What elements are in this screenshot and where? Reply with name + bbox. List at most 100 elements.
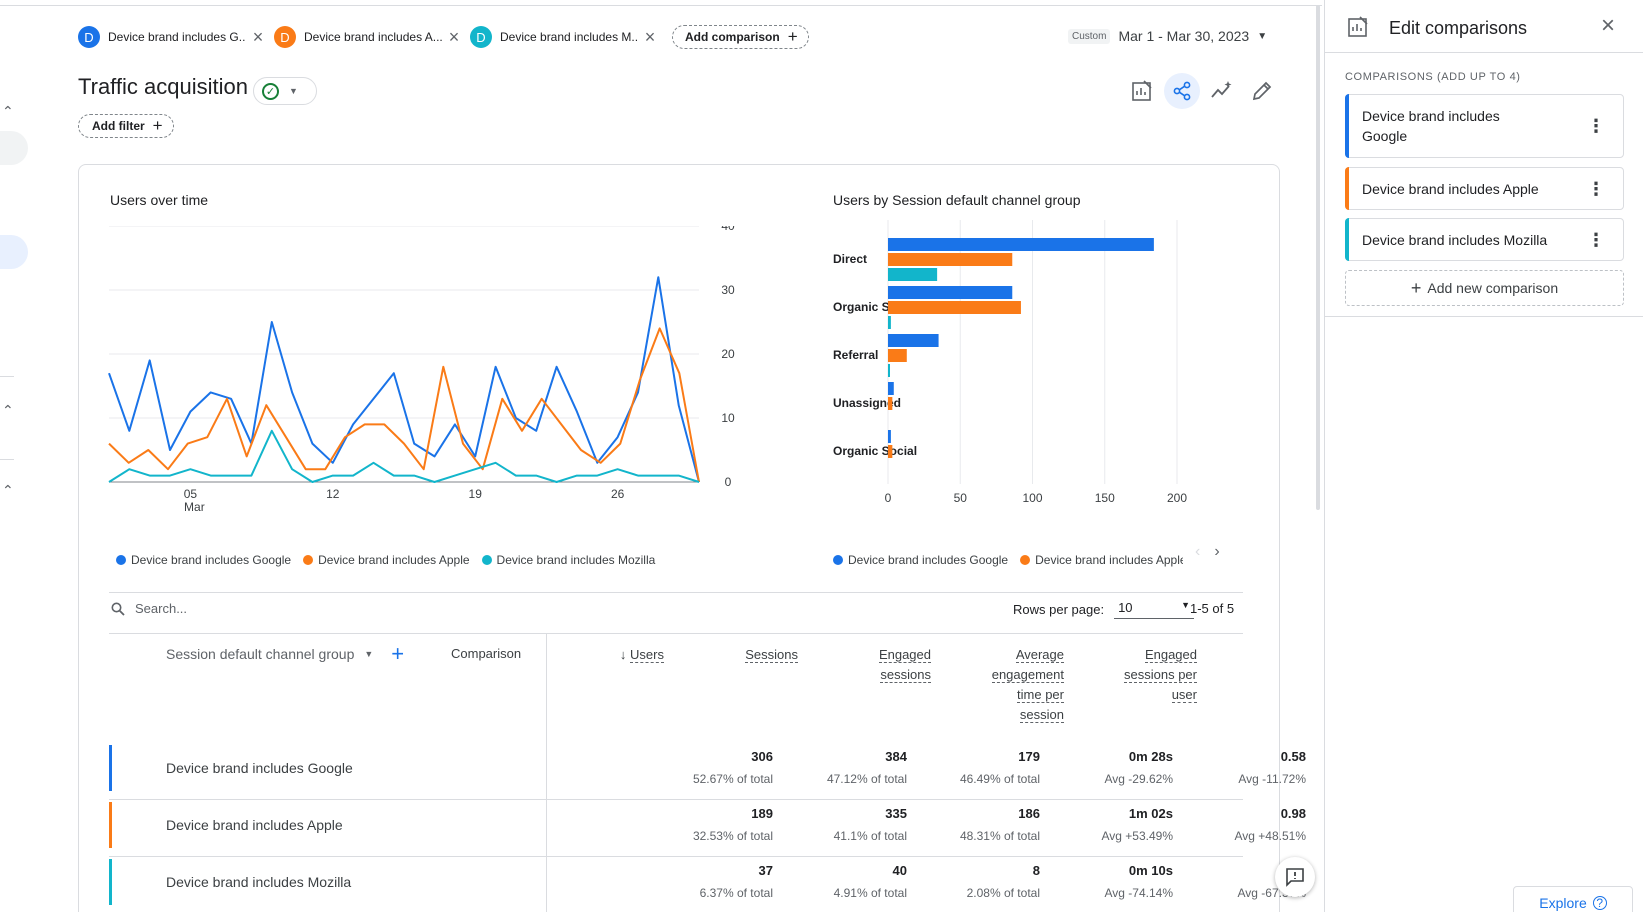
rows-per-page-select[interactable]: 10 ▼	[1114, 600, 1195, 619]
comparison-card-google[interactable]: Device brand includes Google ⋮	[1345, 94, 1624, 158]
panel-header: Edit comparisons ×	[1325, 0, 1643, 53]
table-search[interactable]: Search...	[111, 601, 187, 616]
x-tick-label: 12	[326, 487, 340, 501]
table-divider	[109, 592, 1243, 593]
legend-item-apple[interactable]: Device brand includes Apple	[303, 553, 470, 567]
search-icon	[111, 602, 125, 616]
add-dimension-icon[interactable]: +	[391, 641, 405, 666]
cell-value: 1m 02s	[1128, 806, 1173, 821]
customize-report-button[interactable]	[1124, 73, 1160, 109]
col-header-engaged-sessions[interactable]: Engaged sessions	[878, 645, 931, 685]
close-icon[interactable]: ×	[644, 27, 656, 47]
cell-sessions: 40 4.91% of total	[834, 863, 907, 900]
add-new-comparison-button[interactable]: + Add new comparison	[1345, 270, 1624, 306]
y-tick-label: 10	[721, 411, 735, 425]
row-color-bar	[109, 745, 112, 791]
help-icon: ?	[1592, 896, 1607, 910]
add-comparison-button[interactable]: Add comparison +	[672, 25, 809, 49]
col-header-engaged-per-user[interactable]: Engaged sessions per user	[1124, 645, 1197, 705]
bar-direct-2	[888, 268, 938, 281]
legend-item-google[interactable]: Device brand includes Google	[833, 553, 1008, 567]
legend-item-mozilla[interactable]: Device brand includes Mozilla	[481, 553, 655, 567]
col-header-line: sessions per	[1124, 667, 1197, 683]
rows-per-page: Rows per page: 10 ▼	[1013, 600, 1195, 619]
nav-item-selected[interactable]	[0, 235, 28, 269]
y-tick-label: 20	[721, 347, 735, 361]
chevron-right-icon[interactable]: ›	[1214, 543, 1220, 560]
more-vert-icon[interactable]: ⋮	[1587, 178, 1605, 199]
cell-value: 179	[1018, 749, 1040, 764]
comparison-chip-apple[interactable]: D Device brand includes A... ×	[274, 24, 462, 50]
cell-value: 0.98	[1280, 806, 1306, 821]
cell-value: 189	[751, 806, 773, 821]
cell-sub: Avg +48.51%	[1234, 829, 1306, 843]
panel-divider	[1325, 316, 1643, 317]
cell-value: 40	[892, 863, 907, 878]
more-vert-icon[interactable]: ⋮	[1587, 229, 1605, 250]
date-range-text: Mar 1 - Mar 30, 2023	[1118, 28, 1250, 44]
search-placeholder: Search...	[135, 601, 188, 616]
comparison-card-mozilla[interactable]: Device brand includes Mozilla ⋮	[1345, 218, 1624, 261]
legend-dot	[481, 555, 492, 565]
chevron-up-icon[interactable]: ⌃	[2, 103, 14, 119]
edit-button[interactable]	[1244, 73, 1280, 109]
page-scrollbar[interactable]	[1316, 5, 1320, 510]
bar-unassigned-1	[888, 397, 893, 410]
add-filter-button[interactable]: Add filter +	[78, 114, 174, 138]
more-vert-icon[interactable]: ⋮	[1587, 116, 1605, 136]
cell-sub: Avg -11.72%	[1238, 772, 1306, 786]
close-icon[interactable]: ×	[1601, 12, 1616, 39]
chip-avatar: D	[470, 26, 492, 48]
explore-button[interactable]: Explore ?	[1513, 886, 1633, 912]
data-quality-button[interactable]: ✓ ▼	[253, 77, 317, 105]
caret-down-icon: ▼	[1181, 600, 1191, 610]
sort-arrow-down-icon: ↓	[619, 647, 627, 662]
close-icon[interactable]: ×	[448, 27, 460, 47]
table-row: Device brand includes Google 306 52.67% o…	[109, 743, 1306, 800]
x-tick-label: 19	[469, 487, 483, 501]
table-pager: 1-5 of 5	[1190, 601, 1235, 616]
col-header-avg-engagement-time[interactable]: Average engagement time per session	[991, 645, 1064, 725]
date-range-picker[interactable]: Custom Mar 1 - Mar 30, 2023 ▼	[1068, 28, 1267, 44]
chevron-up-icon[interactable]: ⌃	[2, 482, 14, 498]
col-header-line: session	[1019, 707, 1064, 723]
chevron-up-icon[interactable]: ⌃	[2, 402, 14, 418]
cell-value: 0m 28s	[1128, 749, 1173, 764]
cell-users: 189 32.53% of total	[693, 806, 773, 843]
cell-sub: 52.67% of total	[692, 772, 773, 786]
col-header-sessions[interactable]: Sessions	[745, 645, 798, 665]
share-button[interactable]	[1164, 73, 1200, 109]
x-tick-label: 150	[1095, 491, 1115, 505]
bar-referral-2	[888, 364, 890, 377]
close-icon[interactable]: ×	[252, 27, 264, 47]
x-tick-label: 26	[611, 487, 625, 501]
legend-label: Device brand includes Google	[131, 553, 292, 567]
dimension-selector[interactable]: Session default channel group ▼ +	[166, 641, 405, 666]
row-divider	[109, 799, 1243, 800]
insights-button[interactable]	[1204, 73, 1240, 109]
comparison-chip-google[interactable]: D Device brand includes G... ×	[78, 24, 266, 50]
cell-engaged: 8 2.08% of total	[967, 863, 1040, 900]
cell-avg-time: 1m 02s Avg +53.49%	[1101, 806, 1173, 843]
bar-organic-search-1	[888, 301, 1021, 314]
page-title: Traffic acquisition	[78, 74, 248, 99]
comparison-card-apple[interactable]: Device brand includes Apple ⋮	[1345, 167, 1624, 210]
col-header-users[interactable]: ↓ Users	[620, 645, 664, 665]
chip-avatar: D	[78, 26, 100, 48]
cell-sub: 2.08% of total	[966, 886, 1040, 900]
nav-item-active-bg[interactable]	[0, 131, 28, 165]
plus-icon: +	[152, 116, 163, 135]
legend-dot	[303, 555, 314, 565]
comparison-chip-mozilla[interactable]: D Device brand includes M... ×	[470, 24, 658, 50]
legend-dot	[1020, 555, 1031, 565]
legend-item-google[interactable]: Device brand includes Google	[116, 553, 291, 567]
chevron-left-icon[interactable]: ‹	[1195, 543, 1201, 560]
cell-avg-time: 0m 10s Avg -74.14%	[1105, 863, 1174, 900]
legend-item-apple[interactable]: Device brand includes Apple	[1020, 553, 1183, 567]
cell-per-user: 0.58 Avg -11.72%	[1238, 749, 1306, 786]
feedback-button[interactable]	[1275, 857, 1315, 897]
x-tick-sublabel: Mar	[184, 500, 205, 514]
cell-users: 37 6.37% of total	[700, 863, 773, 900]
